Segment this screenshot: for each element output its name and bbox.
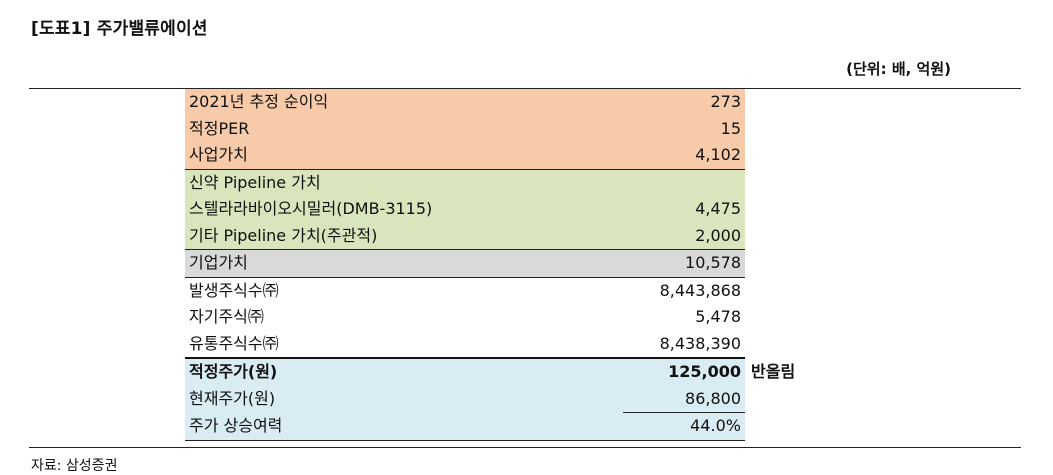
row-label: 발생주식수㈜ (185, 276, 623, 304)
table-row: 신약 Pipeline 가치 (185, 168, 865, 196)
table-title: [도표1] 주가밸류에이션 (31, 19, 208, 39)
row-value: 8,438,390 (659, 333, 741, 353)
row-label: 적정PER (185, 115, 623, 142)
table-row: 적정PER 15 (185, 115, 865, 143)
row-label: 신약 Pipeline 가치 (185, 168, 623, 196)
row-note (745, 142, 865, 169)
row-value: 5,478 (695, 307, 741, 327)
row-note (745, 89, 865, 116)
row-label: 적정주가(원) (185, 357, 623, 386)
row-note (745, 169, 865, 196)
row-note (745, 116, 865, 143)
table-row: 스텔라라바이오시밀러(DMB-3115) 4,475 (185, 196, 865, 223)
row-value: 4,102 (623, 142, 745, 169)
row-value: 15 (623, 115, 745, 142)
top-divider (29, 88, 1021, 89)
row-value (623, 168, 745, 196)
row-note (745, 386, 865, 413)
row-label: 2021년 추정 순이익 (185, 89, 623, 116)
source-note: 자료: 삼성증권 (31, 458, 118, 474)
table-row: 2021년 추정 순이익 273 (185, 89, 865, 116)
row-note (745, 413, 865, 441)
table-row: 자기주식㈜ 5,478 (185, 304, 865, 331)
row-value: 2,000 (623, 222, 745, 250)
row-label: 스텔라라바이오시밀러(DMB-3115) (185, 196, 623, 223)
row-label: 주가 상승여력 (185, 412, 623, 441)
row-note: 반올림 (751, 361, 796, 381)
row-note (745, 277, 865, 304)
table-row: 발생주식수㈜ 8,443,868 (185, 276, 865, 304)
unit-label: (단위: 배, 억원) (846, 60, 951, 78)
row-label: 현재주가(원) (185, 385, 623, 413)
table-row: 사업가치 4,102 (185, 142, 865, 169)
row-note (745, 250, 865, 278)
row-value: 86,800 (623, 385, 745, 413)
row-label: 기업가치 (185, 249, 623, 277)
row-label: 기타 Pipeline 가치(주관적) (185, 222, 623, 250)
row-note (745, 304, 865, 331)
row-note (745, 196, 865, 223)
row-label: 자기주식㈜ (189, 307, 264, 327)
row-value: 44.0% (623, 412, 745, 441)
row-value: 10,578 (623, 249, 745, 277)
valuation-table: 2021년 추정 순이익 273 적정PER 15 사업가치 4,102 신약 … (185, 89, 865, 441)
table-row: 주가 상승여력 44.0% (185, 412, 865, 441)
row-value: 273 (623, 89, 745, 116)
table-row: 기업가치 10,578 (185, 249, 865, 278)
row-label: 유통주식수㈜ (189, 333, 279, 353)
bottom-divider (29, 447, 1021, 448)
row-value: 4,475 (623, 196, 745, 223)
row-value: 125,000 (623, 357, 745, 386)
table-row: 현재주가(원) 86,800 (185, 385, 865, 413)
table-row: 유통주식수㈜ 8,438,390 (185, 331, 865, 359)
row-note (745, 331, 865, 359)
table-row: 적정주가(원) 125,000 반올림 (185, 357, 865, 386)
row-note (745, 223, 865, 250)
row-label: 사업가치 (185, 142, 623, 169)
table-row: 기타 Pipeline 가치(주관적) 2,000 (185, 222, 865, 250)
row-value: 8,443,868 (623, 276, 745, 304)
